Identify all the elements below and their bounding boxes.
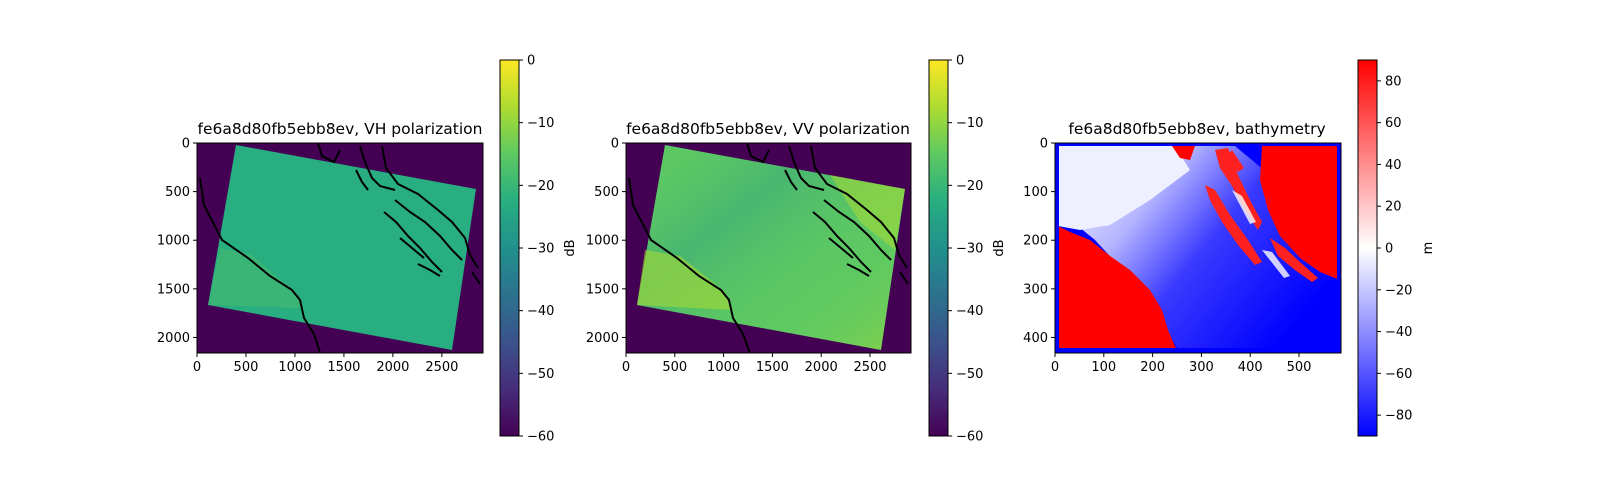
land-southwest <box>1058 226 1178 353</box>
image-vh <box>197 143 483 353</box>
colorbar-tick-label: −40 <box>527 304 554 319</box>
y-tick-label: 0 <box>1040 137 1048 152</box>
panel-bathymetry: fe6a8d80fb5ebb8ev, bathymetry <box>1023 59 1436 437</box>
x-tick-label: 2000 <box>805 360 838 375</box>
colorbar-tick-label: −80 <box>1385 409 1412 424</box>
y-tick-label: 300 <box>1023 282 1048 297</box>
x-tick-label: 300 <box>1189 360 1214 375</box>
y-tick-label: 500 <box>165 185 190 200</box>
image-vv <box>626 143 911 353</box>
y-tick-label: 2000 <box>586 331 619 346</box>
colorbar-tick-label: −20 <box>1385 283 1412 298</box>
northeast-bright-area <box>830 175 905 250</box>
nodata-border-right <box>1337 143 1341 353</box>
coastline <box>628 143 909 353</box>
image-bathymetry <box>1055 143 1341 353</box>
colorbar-label-bathymetry: m <box>1421 242 1436 255</box>
land-northeast <box>1260 146 1340 280</box>
x-tick-label: 0 <box>622 360 630 375</box>
colorbar-tick-label: 40 <box>1385 158 1402 173</box>
x-tick-label: 1000 <box>707 360 740 375</box>
axes-frame-vv <box>625 142 912 354</box>
x-tick-label: 1500 <box>327 360 360 375</box>
x-ticks-vh: 0 500 1000 1500 2000 2500 <box>193 353 458 375</box>
islands-red <box>1205 148 1318 282</box>
x-tick-label: 400 <box>1238 360 1263 375</box>
x-tick-label: 2500 <box>853 360 886 375</box>
x-ticks-vv: 0 500 1000 1500 2000 2500 <box>622 353 887 375</box>
land-bright-area <box>637 250 732 310</box>
colorbar-tick-label: 0 <box>956 54 964 69</box>
colorbar-tick-label: −10 <box>527 116 554 131</box>
colorbar-vh <box>499 59 520 437</box>
axes-frame-vh <box>196 142 484 354</box>
colorbar-tick-label: −50 <box>956 367 983 382</box>
x-tick-label: 500 <box>234 360 259 375</box>
x-tick-label: 1000 <box>278 360 311 375</box>
y-ticks-vh: 0 500 1000 1500 2000 <box>157 137 197 346</box>
y-tick-label: 100 <box>1023 185 1048 200</box>
title-bathymetry: fe6a8d80fb5ebb8ev, bathymetry <box>1068 120 1325 138</box>
colorbar-tick-label: −10 <box>956 116 983 131</box>
colorbar-label-vh: dB <box>563 239 578 256</box>
nodata-border-top <box>1055 143 1341 146</box>
islands-white <box>1232 190 1290 278</box>
colorbar-tick-label: 0 <box>527 54 535 69</box>
colorbar-tick-label: −40 <box>1385 325 1412 340</box>
y-tick-label: 400 <box>1023 331 1048 346</box>
land-bright-area <box>208 248 302 308</box>
x-tick-label: 500 <box>662 360 687 375</box>
y-tick-label: 0 <box>182 137 190 152</box>
y-ticks-bathymetry: 0 100 200 300 400 <box>1023 137 1055 346</box>
y-tick-label: 200 <box>1023 234 1048 249</box>
colorbar-tick-label: −60 <box>1385 367 1412 382</box>
x-tick-label: 500 <box>1287 360 1312 375</box>
y-tick-label: 0 <box>611 137 619 152</box>
y-tick-label: 500 <box>594 185 619 200</box>
nodata-border-bottom <box>1055 348 1341 353</box>
x-tick-label: 0 <box>193 360 201 375</box>
coastline <box>199 143 481 353</box>
colorbar-ticks-bathymetry: 80 60 40 20 0 −20 −40 −60 −80 <box>1377 74 1412 424</box>
colorbar-tick-label: 0 <box>1385 242 1393 257</box>
colorbar-tick-label: −60 <box>527 430 554 445</box>
colorbar-tick-label: −20 <box>956 179 983 194</box>
x-tick-label: 200 <box>1140 360 1165 375</box>
colorbar-tick-label: −50 <box>527 367 554 382</box>
nodata-border-left <box>1055 143 1059 353</box>
colorbar-tick-label: 60 <box>1385 116 1402 131</box>
shallow-shelf <box>1058 146 1190 230</box>
colorbar-tick-label: 80 <box>1385 74 1402 89</box>
panel-vh: fe6a8d80fb5ebb8ev, VH polarization 0 500 1… <box>157 54 578 445</box>
y-tick-label: 2000 <box>157 331 190 346</box>
colorbar-ticks-vh: 0 −10 −20 −30 −40 −50 −60 <box>519 54 554 445</box>
colorbar-label-vv: dB <box>992 239 1007 256</box>
y-ticks-vv: 0 500 1000 1500 2000 <box>586 137 626 346</box>
colorbar-tick-label: −60 <box>956 430 983 445</box>
x-tick-label: 2500 <box>425 360 458 375</box>
colorbar-tick-label: −20 <box>527 179 554 194</box>
x-tick-label: 1500 <box>756 360 789 375</box>
colorbar-tick-label: −30 <box>956 242 983 257</box>
islands-north <box>1172 146 1195 160</box>
colorbar-vv <box>928 59 949 437</box>
x-tick-label: 100 <box>1091 360 1116 375</box>
colorbar-tick-label: 20 <box>1385 200 1402 215</box>
colorbar-tick-label: −40 <box>956 304 983 319</box>
panel-vv: fe6a8d80fb5ebb8ev, VV polarization 0 500 1… <box>586 54 1007 445</box>
y-tick-label: 1000 <box>586 234 619 249</box>
x-tick-label: 0 <box>1051 360 1059 375</box>
x-ticks-bathymetry: 0 100 200 300 400 500 <box>1051 353 1312 375</box>
axes-frame-bathymetry <box>1054 142 1342 354</box>
y-tick-label: 1500 <box>586 282 619 297</box>
y-tick-label: 1000 <box>157 234 190 249</box>
colorbar-bathymetry <box>1357 59 1378 437</box>
colorbar-tick-label: −30 <box>527 242 554 257</box>
colorbar-ticks-vv: 0 −10 −20 −30 −40 −50 −60 <box>948 54 983 445</box>
y-tick-label: 1500 <box>157 282 190 297</box>
x-tick-label: 2000 <box>376 360 409 375</box>
title-vh: fe6a8d80fb5ebb8ev, VH polarization <box>198 120 483 138</box>
title-vv: fe6a8d80fb5ebb8ev, VV polarization <box>626 120 910 138</box>
